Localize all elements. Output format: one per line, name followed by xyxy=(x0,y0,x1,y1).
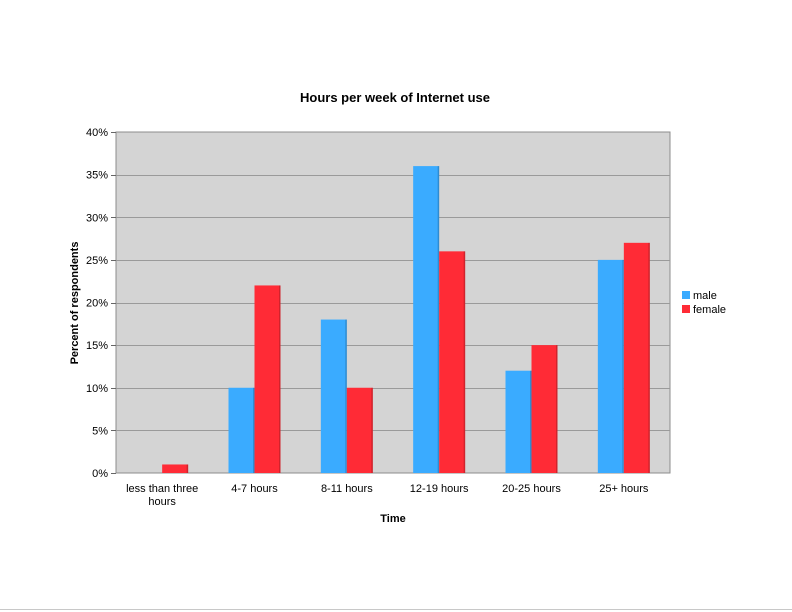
y-tick-label: 15% xyxy=(86,340,108,352)
y-tick-label: 10% xyxy=(86,383,108,395)
bar-female xyxy=(162,464,189,473)
bar-edge xyxy=(530,370,532,473)
x-tick-label: 8-11 hours xyxy=(321,483,373,495)
x-tick-label: hours xyxy=(148,496,176,508)
bar-edge xyxy=(437,166,440,473)
y-tick-label: 0% xyxy=(92,468,108,480)
y-tick-label: 30% xyxy=(86,212,108,224)
legend-swatch-female xyxy=(682,305,690,313)
y-tick-label: 35% xyxy=(86,170,108,182)
bar-edge xyxy=(648,242,650,473)
plot-area: 0% 5% 10% 15% 20% 25% 30% 35% 40% less than three… xyxy=(86,127,671,508)
bar-edge xyxy=(371,387,373,473)
x-tick-label: 25+ hours xyxy=(599,483,649,495)
bar-male xyxy=(320,319,347,473)
bar-female xyxy=(254,285,281,473)
bar-male xyxy=(413,166,440,473)
bar-edge xyxy=(186,464,189,473)
page-divider xyxy=(0,609,792,610)
chart-title: Hours per week of Internet use xyxy=(300,90,490,105)
bar-edge xyxy=(556,345,558,473)
bar-female xyxy=(346,387,373,473)
bar-male xyxy=(597,259,624,473)
y-tick-label: 5% xyxy=(92,425,108,437)
y-axis-title: Percent of respondents xyxy=(69,242,81,365)
bar-male xyxy=(505,370,532,473)
legend-swatch-male xyxy=(682,291,690,299)
bar-female xyxy=(439,251,466,473)
plot-background xyxy=(115,131,671,474)
bar-edge xyxy=(622,259,624,473)
y-tick-label: 25% xyxy=(86,255,108,267)
y-tick-label: 40% xyxy=(86,127,108,139)
bar-edge xyxy=(253,387,255,473)
bar-female xyxy=(623,242,650,473)
legend-label-female: female xyxy=(693,304,726,316)
x-tick-label: 12-19 hours xyxy=(410,483,469,495)
y-tick-label: 20% xyxy=(86,298,108,310)
bar-female xyxy=(531,345,558,473)
bar-edge xyxy=(463,251,466,473)
x-tick-label: 20-25 hours xyxy=(502,483,561,495)
x-axis-title: Time xyxy=(380,513,405,525)
x-tick-label: less than three xyxy=(126,483,198,495)
legend-label-male: male xyxy=(693,290,717,302)
bar-edge xyxy=(345,319,347,473)
bar-edge xyxy=(279,285,281,473)
x-tick-label: 4-7 hours xyxy=(231,483,278,495)
bar-male xyxy=(228,387,255,473)
legend: male female xyxy=(682,290,726,316)
